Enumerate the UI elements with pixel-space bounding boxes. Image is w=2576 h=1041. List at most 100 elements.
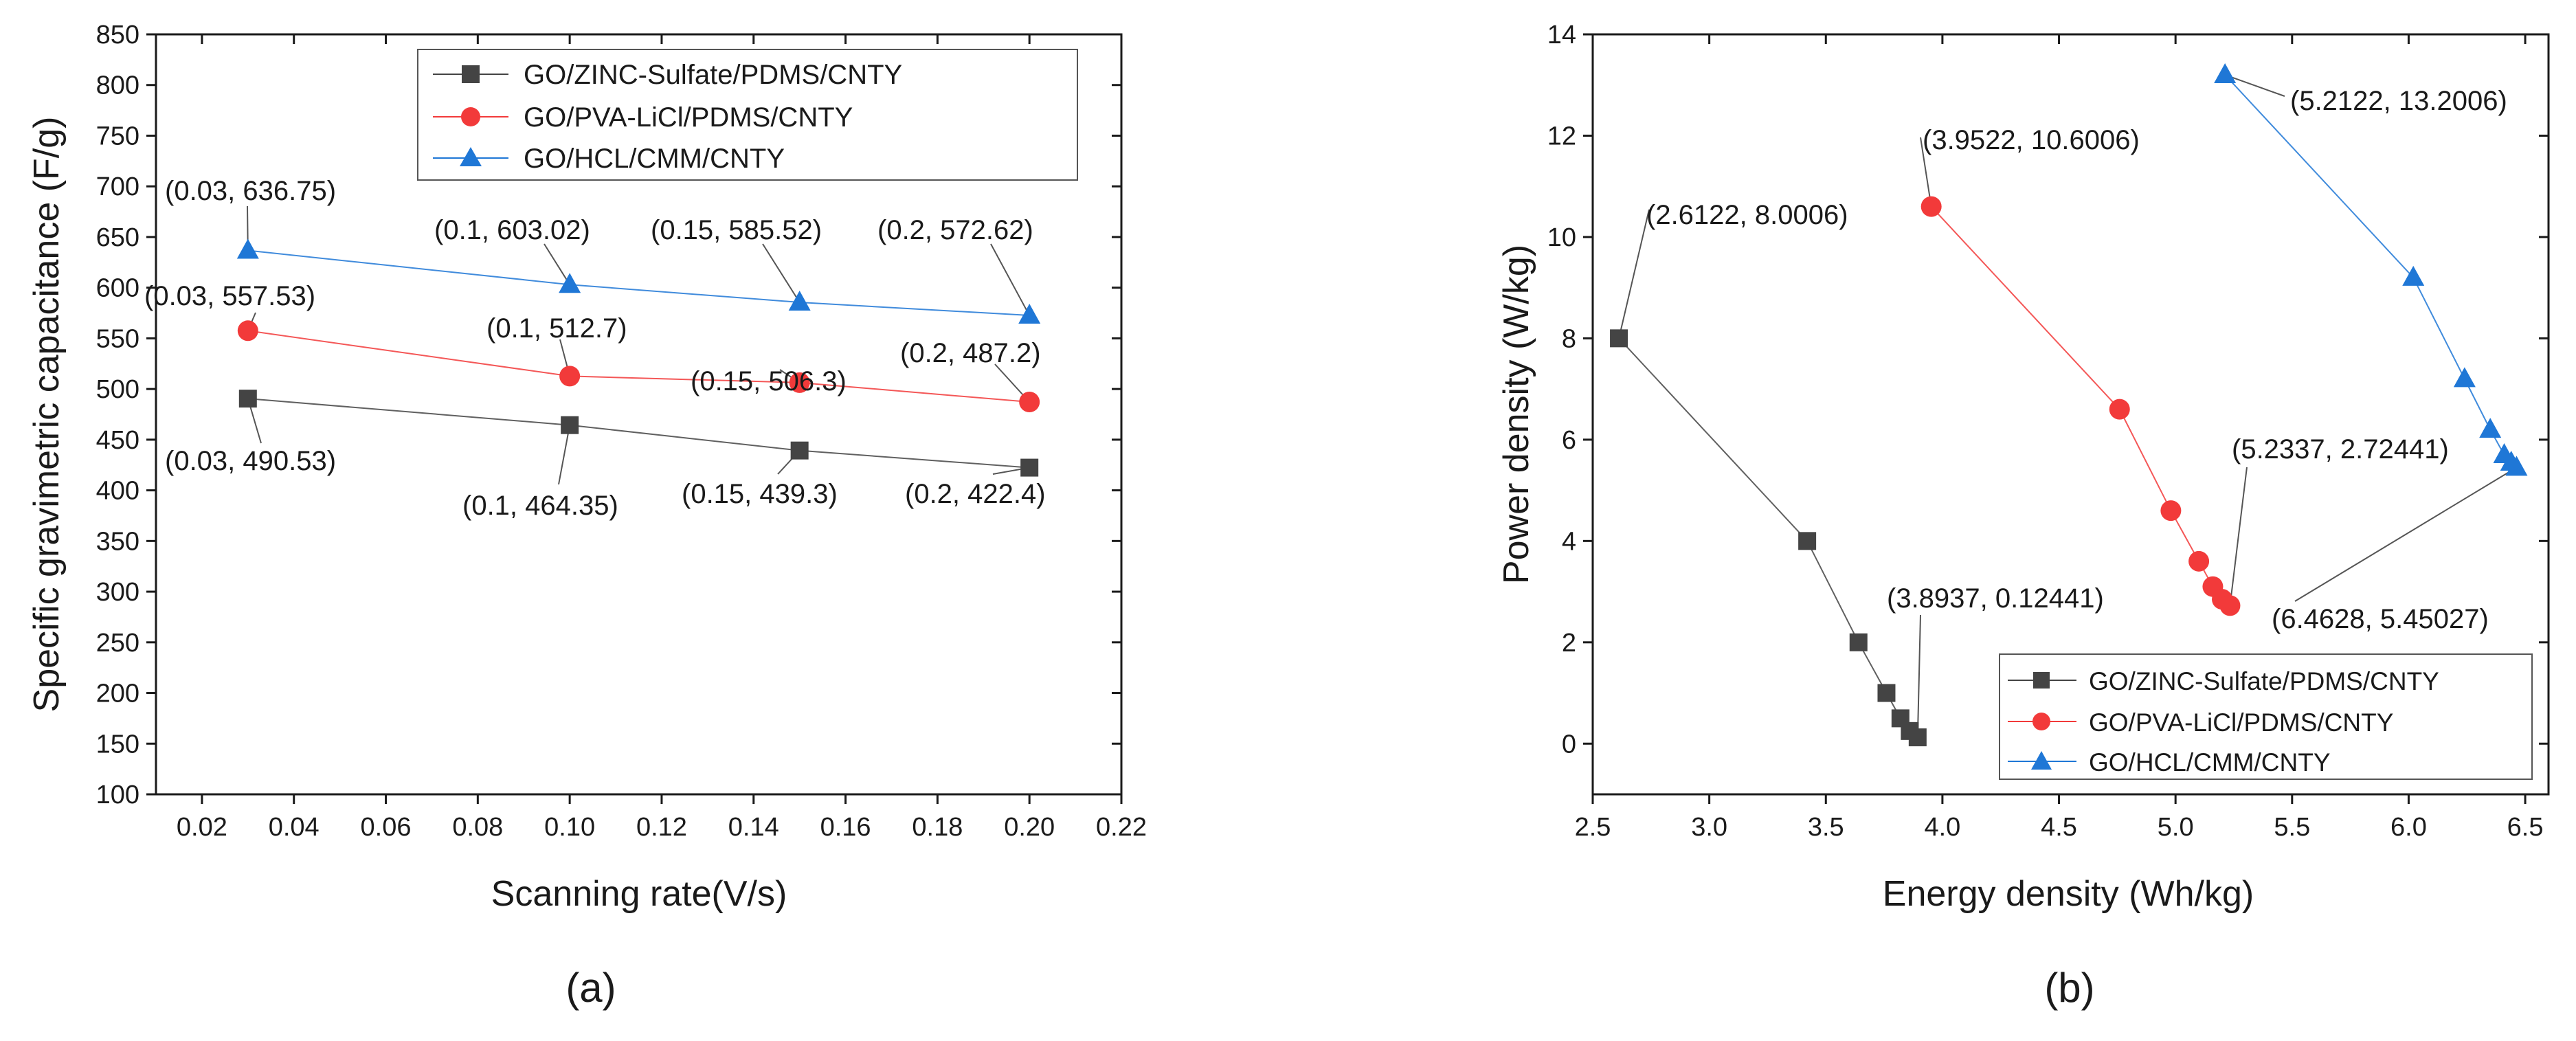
panel-b-legend-box: [1999, 653, 2533, 780]
panel-a-label: (a): [565, 965, 616, 1011]
legend-b-triangle-marker: [2031, 751, 2052, 770]
y-tick-label: 550: [96, 324, 139, 353]
y-tick-label: 800: [96, 71, 139, 100]
data-point-b-s1-p6: [2219, 595, 2241, 616]
annotation-a-s1-p3: (0.2, 487.2): [900, 338, 1041, 368]
annotation-leader-line: [2224, 74, 2285, 97]
legend-b-circle-marker: [2032, 713, 2050, 730]
data-point-a-s0-p0: [238, 390, 257, 408]
data-point-b-s0-p1: [1798, 532, 1817, 550]
annotation-b-4: (5.2122, 13.2006): [2290, 86, 2507, 116]
data-point-b-s2-p6: [2505, 456, 2528, 476]
data-point-a-s2-p3: [1018, 304, 1041, 324]
x-tick-label: 0.02: [177, 813, 227, 842]
panel-a-plot-frame: [155, 33, 1123, 796]
x-tick-label: 4.0: [1924, 813, 1960, 842]
panel-a-x-axis-title: Scanning rate(V/s): [491, 874, 787, 914]
y-tick-label: 250: [96, 629, 139, 658]
x-tick-label: 6.0: [2390, 813, 2427, 842]
data-point-a-s0-p3: [1020, 458, 1039, 477]
annotation-a-s2-p3: (0.2, 572.62): [877, 215, 1033, 245]
data-point-b-s0-p6: [1908, 728, 1927, 747]
x-tick-label: 5.5: [2274, 813, 2310, 842]
panel-a-annotations: (0.03, 490.53) (0.1, 464.35) (0.15, 439.…: [144, 176, 1046, 521]
x-tick-label: 0.12: [636, 813, 687, 842]
x-tick-label: 0.04: [269, 813, 320, 842]
panel-b-annotations: (2.6122, 8.0006) (3.8937, 0.12441) (3.95…: [1646, 86, 2507, 634]
annotation-leader-line: [558, 425, 571, 485]
y-tick-label: 14: [1547, 21, 1576, 49]
x-tick-label: 0.22: [1096, 813, 1147, 842]
data-point-b-s0-p3: [1877, 684, 1896, 702]
annotation-leader-line: [990, 243, 1031, 316]
panel-a-ticks: 0.02 0.04 0.06 0.08 0.10 0.12 0.14 0.16 0.18 0.20…: [96, 21, 1147, 842]
legend-a-circle-marker: [461, 107, 480, 126]
annotation-leader-line: [1618, 209, 1650, 339]
x-tick-label: 0.14: [728, 813, 779, 842]
y-tick-label: 8: [1562, 324, 1576, 353]
legend-b-square-marker: [2033, 672, 2050, 689]
x-tick-label: 3.0: [1691, 813, 1727, 842]
annotation-leader-line: [2294, 467, 2517, 602]
panel-b-label: (b): [2044, 965, 2094, 1011]
legend-a-item-2: GO/HCL/CMM/CNTY: [433, 144, 785, 174]
data-point-a-s1-p3: [1019, 392, 1040, 413]
panel-a-legend-box: [417, 49, 1078, 181]
y-tick-label: 150: [96, 730, 139, 759]
data-point-b-s1-p3: [2188, 550, 2210, 572]
legend-b-item-2: GO/HCL/CMM/CNTY: [2008, 748, 2331, 776]
legend-a-label-1: GO/PVA-LiCl/PDMS/CNTY: [524, 102, 853, 133]
panel-b-x-axis-title: Energy density (Wh/kg): [1883, 874, 2254, 914]
annotation-a-s0-p0: (0.03, 490.53): [165, 446, 336, 476]
data-point-a-s1-p0: [237, 320, 258, 342]
legend-a-label-2: GO/HCL/CMM/CNTY: [524, 144, 785, 174]
y-tick-label: 6: [1562, 426, 1576, 455]
x-tick-label: 4.5: [2041, 813, 2077, 842]
x-tick-label: 2.5: [1575, 813, 1611, 842]
y-tick-label: 700: [96, 172, 139, 201]
annotation-a-s0-p3: (0.2, 422.4): [905, 479, 1046, 509]
y-tick-label: 300: [96, 578, 139, 607]
panel-a-chart: 0.02 0.04 0.06 0.08 0.10 0.12 0.14 0.16 0.18 0.20…: [27, 21, 1147, 1011]
legend-a-square-marker: [462, 65, 480, 83]
panel-a-markers: [236, 238, 1041, 477]
x-tick-label: 3.5: [1808, 813, 1844, 842]
data-point-b-s2-p1: [2402, 265, 2425, 286]
data-point-b-s2-p0: [2214, 63, 2237, 83]
x-tick-label: 0.18: [912, 813, 963, 842]
legend-b-label-1: GO/PVA-LiCl/PDMS/CNTY: [2089, 708, 2393, 737]
series-line-a-2: [247, 249, 1030, 317]
legend-a-triangle-marker: [460, 147, 482, 166]
annotation-a-s1-p1: (0.1, 512.7): [486, 313, 627, 344]
y-tick-label: 2: [1562, 629, 1576, 658]
y-tick-label: 10: [1547, 223, 1576, 252]
legend-b-item-1: GO/PVA-LiCl/PDMS/CNTY: [2008, 708, 2393, 737]
annotation-b-3: (5.2337, 2.72441): [2232, 434, 2449, 464]
x-tick-label: 0.20: [1004, 813, 1055, 842]
data-point-a-s0-p2: [790, 441, 809, 460]
annotation-a-s2-p1: (0.1, 603.02): [434, 215, 590, 245]
annotation-leader-line: [544, 243, 570, 285]
y-tick-label: 500: [96, 375, 139, 404]
annotation-b-5: (6.4628, 5.45027): [2272, 604, 2489, 634]
y-tick-label: 750: [96, 122, 139, 150]
data-point-a-s1-p2: [789, 372, 810, 393]
panel-b-ticks: 2.5 3.0 3.5 4.0 4.5 5.0 5.5 6.0 6.5 0 2 4 6 8 10 12 14: [1547, 21, 2549, 842]
data-point-b-s2-p3: [2479, 418, 2502, 438]
x-tick-label: 0.08: [452, 813, 503, 842]
data-point-b-s0-p0: [1610, 329, 1628, 348]
y-tick-label: 12: [1547, 122, 1576, 150]
panel-b-leader-lines: [1618, 74, 2517, 738]
panel-a-y-axis-title: Specific gravimetric capacitance (F/g): [27, 117, 67, 713]
y-tick-label: 4: [1562, 527, 1576, 556]
y-tick-label: 0: [1562, 730, 1576, 759]
panel-b-legend: GO/ZINC-Sulfate/PDMS/CNTY GO/PVA-LiCl/PD…: [1999, 653, 2533, 780]
legend-b-item-0: GO/ZINC-Sulfate/PDMS/CNTY: [2008, 667, 2439, 695]
legend-a-item-0: GO/ZINC-Sulfate/PDMS/CNTY: [433, 60, 902, 90]
data-point-b-s1-p1: [2109, 399, 2130, 420]
panel-b-series-lines: [1618, 74, 2518, 738]
annotation-leader-line: [1916, 614, 1921, 738]
annotation-leader-line: [1920, 137, 1932, 207]
y-tick-label: 200: [96, 680, 139, 708]
